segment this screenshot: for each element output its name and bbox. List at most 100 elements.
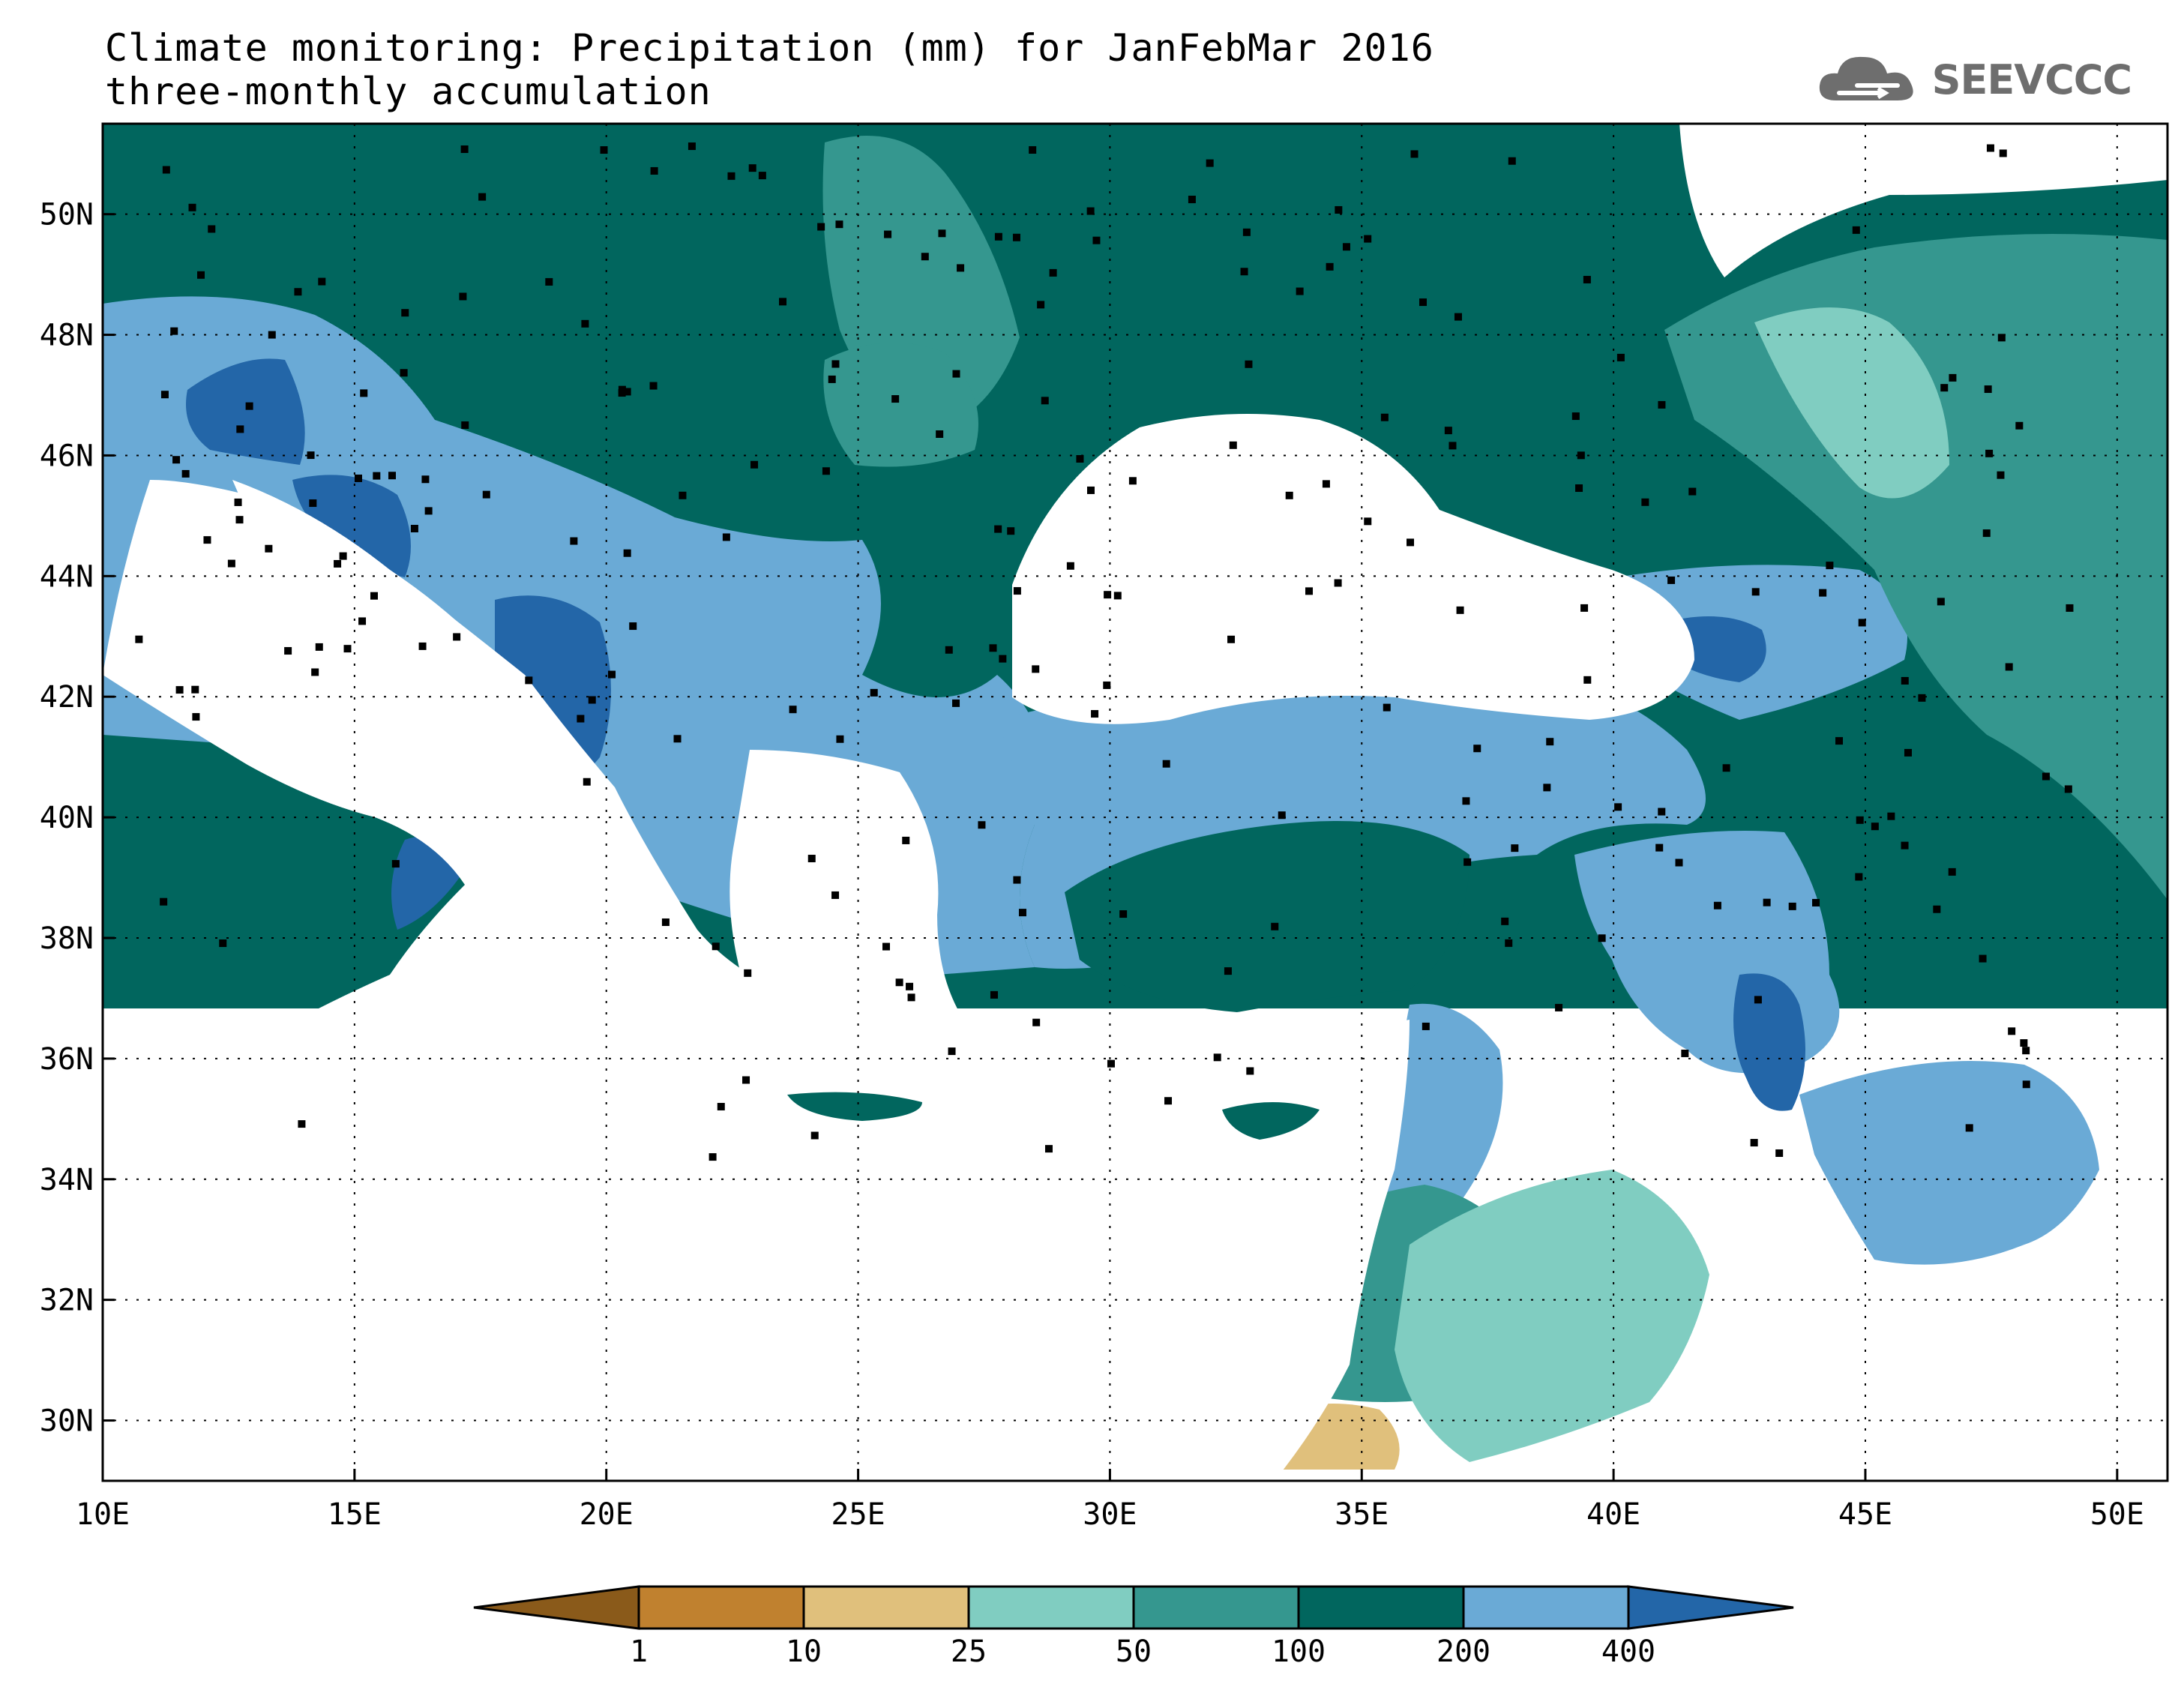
station-marker xyxy=(268,331,276,339)
station-marker xyxy=(1675,858,1683,867)
station-marker xyxy=(318,277,326,286)
colorbar-high-triangle xyxy=(1627,1585,1794,1630)
station-marker xyxy=(742,1076,750,1084)
station-marker xyxy=(1422,1022,1430,1030)
sea-adriatic xyxy=(232,480,615,832)
station-marker xyxy=(748,164,756,172)
station-marker xyxy=(400,369,408,377)
station-marker xyxy=(1419,298,1428,307)
station-marker xyxy=(388,472,396,480)
station-marker xyxy=(1658,808,1666,816)
station-marker xyxy=(1982,529,1991,538)
station-marker xyxy=(307,451,315,460)
station-marker xyxy=(822,467,830,475)
station-marker xyxy=(1918,694,1926,702)
logo-text: SEEVCCC xyxy=(1931,55,2132,103)
colorbar-box xyxy=(637,1585,805,1630)
colorbar-label: 10 xyxy=(786,1635,822,1669)
station-marker xyxy=(1462,797,1470,805)
station-marker xyxy=(1086,207,1095,215)
station-marker xyxy=(581,319,589,328)
station-marker xyxy=(135,635,143,643)
station-marker xyxy=(673,735,682,743)
station-marker xyxy=(600,146,608,154)
station-marker xyxy=(902,836,910,844)
station-marker xyxy=(1473,745,1481,753)
station-marker xyxy=(810,1131,819,1140)
station-marker xyxy=(1616,353,1625,361)
station-marker xyxy=(227,559,235,568)
station-marker xyxy=(945,646,953,654)
station-marker xyxy=(1667,576,1676,584)
lon-tick-label: 35E xyxy=(1335,1497,1389,1532)
station-marker xyxy=(284,647,292,655)
station-marker xyxy=(1164,1097,1173,1105)
station-marker xyxy=(882,942,891,951)
station-marker xyxy=(2022,1080,2030,1089)
station-marker xyxy=(1240,268,1248,276)
station-marker xyxy=(952,370,960,378)
station-marker xyxy=(1013,587,1021,595)
station-marker xyxy=(577,715,585,723)
station-marker xyxy=(1227,635,1236,643)
station-marker xyxy=(2015,421,2024,430)
station-marker xyxy=(1463,858,1472,866)
station-marker xyxy=(1456,606,1464,614)
station-marker xyxy=(1986,144,1994,152)
station-marker xyxy=(623,388,631,396)
station-marker xyxy=(750,460,759,469)
map-grid xyxy=(101,124,2168,1481)
station-marker xyxy=(712,942,720,951)
station-marker xyxy=(990,990,998,999)
station-marker xyxy=(1049,268,1057,277)
station-marker xyxy=(453,633,461,641)
station-marker xyxy=(421,475,430,484)
station-marker xyxy=(219,939,227,948)
field-100-200-central xyxy=(1065,821,1469,1012)
lat-tick-label: 48N xyxy=(40,319,94,353)
station-marker xyxy=(1334,579,1342,587)
station-marker xyxy=(1658,400,1666,409)
station-marker xyxy=(1501,917,1509,925)
station-marker xyxy=(722,533,730,541)
station-marker xyxy=(1997,334,2006,342)
station-marker xyxy=(311,668,319,676)
field-200-400-iraq xyxy=(1799,1061,2099,1265)
lat-tick-label: 36N xyxy=(40,1042,94,1077)
lat-tick-label: 46N xyxy=(40,439,94,473)
station-marker xyxy=(1754,996,1762,1004)
precipitation-fields xyxy=(103,124,2168,1481)
latitude-tick-labels: 30N 32N 34N 36N 38N 40N 42N 44N 46N 48N 50N xyxy=(40,198,94,1439)
station-marker xyxy=(175,686,184,694)
station-marker xyxy=(994,232,1002,241)
station-marker xyxy=(1583,275,1591,283)
station-marker xyxy=(907,993,915,1002)
station-marker xyxy=(1788,902,1796,910)
station-marker xyxy=(1410,150,1419,158)
station-marker xyxy=(1583,676,1592,684)
station-marker xyxy=(709,1153,717,1161)
lat-tick-label: 32N xyxy=(40,1284,94,1318)
station-marker xyxy=(1855,873,1863,881)
station-marker xyxy=(1213,1053,1221,1062)
station-marker xyxy=(1322,480,1330,488)
station-marker xyxy=(717,1102,725,1110)
field-400-montenegro xyxy=(495,595,611,781)
station-marker xyxy=(1285,491,1293,499)
station-marker xyxy=(1012,233,1020,241)
nodata-north-east xyxy=(1679,124,2168,277)
station-marker xyxy=(1614,803,1622,811)
station-marker xyxy=(1826,562,1834,570)
station-marker xyxy=(1066,562,1074,570)
station-marker xyxy=(1511,844,1519,852)
station-marker xyxy=(1296,287,1304,295)
station-marker xyxy=(208,225,216,233)
station-marker xyxy=(2022,1047,2030,1055)
colorbar-label: 1 xyxy=(630,1635,648,1669)
station-marker xyxy=(1856,816,1864,824)
station-marker xyxy=(906,982,914,990)
lat-tick-label: 30N xyxy=(40,1404,94,1439)
station-marker xyxy=(1965,1124,1973,1132)
station-marker xyxy=(936,430,944,438)
station-marker xyxy=(688,142,696,151)
